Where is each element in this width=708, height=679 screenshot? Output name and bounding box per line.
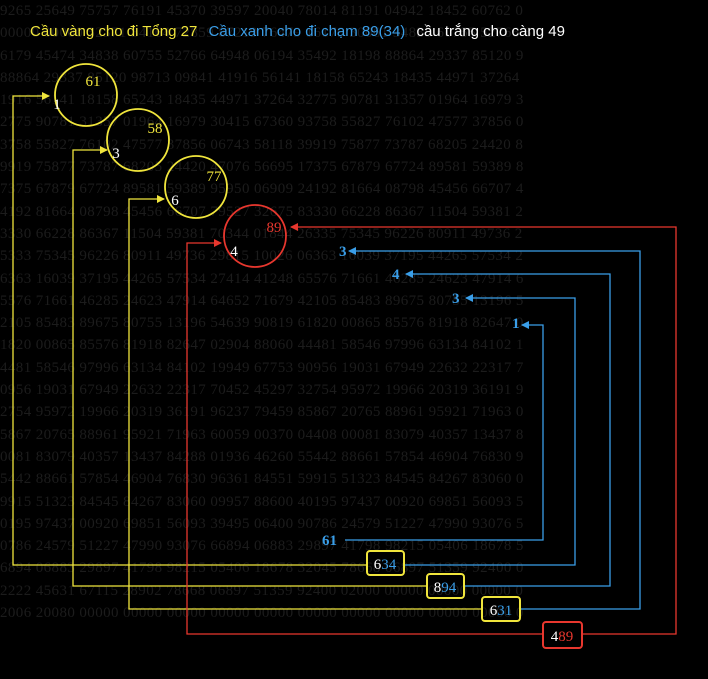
result-lead-digit: 4: [551, 629, 559, 645]
legend-blue: Cầu xanh cho đi chạm 89(34): [208, 23, 406, 40]
result-tail-digits: 31: [497, 603, 512, 619]
yellow-link-3: [72, 146, 428, 587]
legend-header: Cầu vàng cho đi Tổng 27 Cầu xanh cho đi …: [30, 23, 572, 40]
background-row: 88864 29337 85120 98713 09841 41916 5614…: [0, 69, 520, 86]
circle-index-text: 6: [171, 193, 179, 209]
circle-index-text: 3: [112, 146, 120, 162]
background-row: 2222 45631 67115 28902 78668 06897 51359…: [0, 582, 524, 599]
background-row: 4481 58546 97996 63134 84102 19949 67753…: [0, 359, 524, 376]
svg-text:894: 894: [434, 580, 457, 596]
blue-connectors: [345, 247, 641, 610]
background-row: 5333 75345 96226 80911 49736 29815 10026…: [0, 248, 524, 265]
svg-text:631: 631: [490, 603, 513, 619]
background-row: 2775 90781 31357 01964 16979 30415 67360…: [0, 114, 524, 131]
result-lead-digit: 6: [374, 557, 382, 573]
blue-link-4: [405, 270, 611, 587]
red-link-right: [290, 223, 677, 635]
circle-node-4: 89 4: [223, 204, 287, 268]
background-row: 5576 71661 46285 24623 47914 64652 71679…: [0, 292, 524, 309]
blue-link-1: [345, 321, 544, 541]
blue-link-3b: [404, 294, 576, 566]
yellow-link-6: [128, 195, 482, 610]
result-tail-digits: 89: [558, 629, 573, 645]
yellow-link-1: [12, 92, 366, 566]
background-row: 5442 88661 57854 46904 76830 96361 84551…: [0, 471, 524, 488]
blue-labels: 3 4 3 1 61: [322, 244, 520, 549]
background-row: 00000 00000 52371 34164 72859 87219 7647…: [0, 25, 532, 42]
result-box-1: 634: [366, 550, 405, 576]
result-tail-digits: 94: [441, 580, 457, 596]
circle-node-3: 77 6: [164, 155, 228, 219]
background-row: 9915 51323 84545 84267 83060 09957 88600…: [0, 493, 524, 510]
background-row: 7375 67879 67724 89581 59389 95950 06909…: [0, 181, 524, 198]
background-row: 6363 16039 37195 44265 57534 27414 41248…: [0, 270, 524, 287]
result-lead-digit: 6: [490, 603, 498, 619]
circle-pair-text: 77: [207, 169, 223, 185]
background-row: 9265 25649 75757 76191 45370 39597 20040…: [0, 3, 524, 19]
result-lead-digit: 8: [434, 580, 442, 596]
background-row: 0081 83079 40357 13437 84288 01936 46260…: [0, 448, 524, 465]
circle-index-text: 4: [230, 244, 238, 260]
circle-pair-text: 89: [267, 220, 282, 236]
background-row: 0786 24579 51227 47990 93076 66894 06883…: [0, 538, 524, 555]
result-box-2: 894: [426, 573, 465, 599]
background-row: 1916 56141 18158 65243 18435 44971 37264…: [0, 92, 524, 109]
background-row: 0956 19031 67949 22632 22317 70452 45297…: [0, 382, 524, 399]
circle-node-2: 58 3: [106, 108, 170, 172]
background-row: 3758 55827 76102 47577 37856 06743 58118…: [0, 136, 524, 153]
legend-yellow: Cầu vàng cho đi Tổng 27: [30, 23, 198, 40]
background-row: 0195 97437 00920 69851 56093 39495 06400…: [0, 515, 524, 532]
blue-label: 3: [452, 291, 460, 307]
blue-label: 1: [512, 316, 520, 332]
background-row: 1820 00865 85576 81918 82647 02904 88060…: [0, 337, 524, 354]
background-row: 9919 75877 73787 68205 24420 47076 56695…: [0, 159, 524, 176]
result-box-4: 489: [542, 621, 583, 649]
yellow-connectors: [12, 92, 482, 610]
legend-white: cầu trắng cho càng 49: [416, 23, 565, 40]
background-row: 3330 66228 86367 11504 59381 70344 01844…: [0, 225, 523, 242]
circle-pair-text: 61: [86, 74, 101, 90]
blue-label: 4: [392, 267, 400, 283]
svg-text:634: 634: [374, 557, 397, 573]
blue-label: 61: [322, 533, 337, 549]
background-row: 2105 85483 89675 80755 13196 54639 90819…: [0, 315, 524, 332]
background-row: 2754 95972 19966 20319 36191 96237 79459…: [0, 404, 524, 421]
red-connectors: [186, 223, 677, 635]
background-row: 4192 81664 08798 45456 66707 79527 32675…: [0, 203, 524, 220]
background-row: 6179 45474 34838 60755 52766 64948 06194…: [0, 47, 524, 64]
background-row: 5867 20765 88961 95921 71963 60059 00370…: [0, 426, 524, 443]
svg-text:489: 489: [551, 629, 574, 645]
result-box-3: 631: [481, 596, 521, 622]
blue-link-3a: [348, 247, 641, 610]
circle-index-text: 1: [53, 97, 61, 113]
red-link-left: [186, 239, 543, 635]
blue-label: 3: [339, 244, 347, 260]
circle-node-1: 61 1: [53, 63, 118, 127]
circle-pair-text: 58: [148, 121, 163, 137]
result-tail-digits: 34: [381, 557, 397, 573]
